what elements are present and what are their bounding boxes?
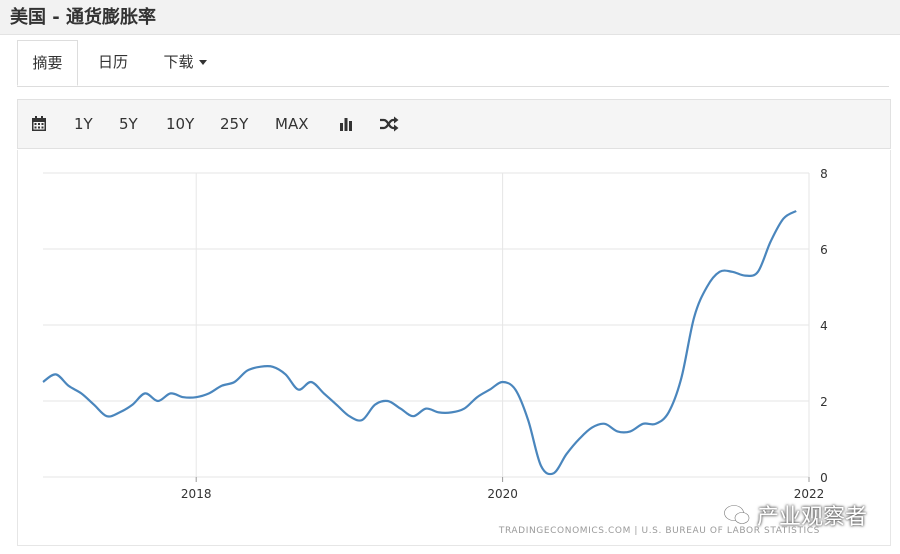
range-max-button[interactable]: MAX — [275, 115, 309, 133]
data-point — [782, 217, 785, 220]
data-point — [437, 411, 440, 414]
data-point — [476, 396, 479, 399]
data-point — [195, 396, 198, 399]
data-point — [41, 380, 44, 383]
range-10y-button[interactable]: 10Y — [166, 115, 195, 133]
data-point — [654, 422, 657, 425]
source-label: TRADINGECONOMICS.COM | U.S. BUREAU OF LA… — [498, 526, 820, 536]
tab-strip: 摘要 日历 下载 — [17, 40, 889, 87]
calendar-icon[interactable] — [30, 100, 48, 148]
x-tick-label: 2022 — [794, 487, 825, 501]
y-tick-label: 8 — [820, 167, 828, 181]
y-tick-label: 6 — [820, 243, 828, 257]
data-point — [93, 403, 96, 406]
data-point — [297, 388, 300, 391]
data-point — [322, 392, 325, 395]
data-point — [412, 415, 415, 418]
data-point — [578, 437, 581, 440]
data-point — [795, 209, 798, 212]
data-point — [667, 411, 670, 414]
data-point — [488, 388, 491, 391]
tab-summary[interactable]: 摘要 — [17, 40, 78, 86]
y-tick-label: 4 — [820, 319, 828, 333]
data-point — [258, 365, 261, 368]
data-point — [552, 472, 555, 475]
data-point — [310, 380, 313, 383]
x-tick-label: 2018 — [181, 487, 212, 501]
x-tick-label: 2020 — [487, 487, 518, 501]
data-point — [539, 464, 542, 467]
data-point — [629, 430, 632, 433]
data-point — [67, 384, 70, 387]
inflation-line-chart: 0 2 4 6 8 2018 2020 2022 TRADINGECONOMICS.COM | … — [41, 167, 828, 536]
data-point — [641, 422, 644, 425]
data-point — [156, 399, 159, 402]
data-point — [131, 403, 134, 406]
data-point — [54, 373, 57, 376]
data-point — [565, 453, 568, 456]
series-line — [42, 210, 797, 476]
title-bar: 美国 - 通货膨胀率 — [0, 0, 900, 35]
data-point — [182, 396, 185, 399]
data-point — [744, 274, 747, 277]
chart-toolbar: 1Y 5Y 10Y 25Y MAX — [17, 99, 891, 149]
data-point — [693, 316, 696, 319]
range-5y-button[interactable]: 5Y — [119, 115, 138, 133]
data-point — [335, 403, 338, 406]
tab-calendar[interactable]: 日历 — [97, 53, 128, 71]
data-point — [169, 392, 172, 395]
data-point — [80, 392, 83, 395]
caret-down-icon — [198, 60, 207, 65]
data-point — [705, 285, 708, 288]
data-point — [207, 392, 210, 395]
range-25y-button[interactable]: 25Y — [220, 115, 249, 133]
page-title: 美国 - 通货膨胀率 — [10, 7, 157, 28]
tab-download-label: 下载 — [163, 53, 194, 71]
y-tick-label: 0 — [820, 471, 828, 485]
data-point — [680, 377, 683, 380]
tab-download[interactable]: 下载 — [155, 40, 215, 86]
data-point — [118, 411, 121, 414]
data-point — [284, 373, 287, 376]
data-point — [373, 403, 376, 406]
data-point — [233, 380, 236, 383]
data-point — [424, 407, 427, 410]
watermark-text: 产业观察者 — [757, 505, 868, 530]
data-point — [501, 380, 504, 383]
data-point — [220, 384, 223, 387]
data-point — [463, 407, 466, 410]
data-point — [105, 415, 108, 418]
data-point — [399, 407, 402, 410]
data-point — [616, 430, 619, 433]
data-point — [348, 415, 351, 418]
y-tick-label: 2 — [820, 395, 828, 409]
data-point — [756, 270, 759, 273]
data-point — [361, 418, 364, 421]
data-point — [590, 426, 593, 429]
shuffle-icon[interactable] — [379, 100, 399, 148]
data-point — [527, 418, 530, 421]
data-point — [246, 369, 249, 372]
wechat-icon — [723, 504, 750, 524]
data-point — [271, 365, 274, 368]
data-point — [603, 422, 606, 425]
bar-chart-icon[interactable] — [337, 100, 355, 148]
data-point — [514, 388, 517, 391]
data-point — [144, 392, 147, 395]
data-point — [731, 270, 734, 273]
range-1y-button[interactable]: 1Y — [74, 115, 93, 133]
data-point — [718, 270, 721, 273]
watermark: 产业观察者 — [723, 500, 867, 530]
data-point — [769, 240, 772, 243]
chart-area: 0 2 4 6 8 2018 2020 2022 TRADINGECONOMICS.COM | … — [17, 150, 891, 546]
data-point — [450, 411, 453, 414]
data-point — [386, 399, 389, 402]
